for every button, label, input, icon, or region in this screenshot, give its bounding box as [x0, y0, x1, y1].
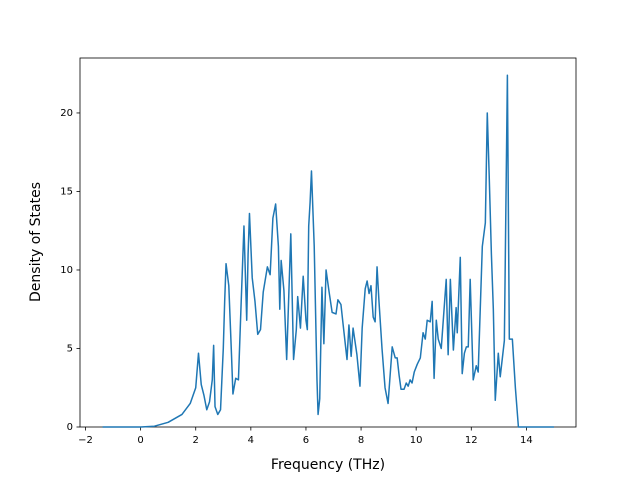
x-tick-label: −2: [78, 435, 93, 446]
y-tick-label: 5: [67, 343, 73, 354]
y-tick-label: 0: [67, 422, 73, 433]
x-tick-label: 6: [303, 435, 309, 446]
x-tick-label: 2: [193, 435, 199, 446]
x-tick-label: 10: [410, 435, 423, 446]
x-tick-label: 14: [520, 435, 533, 446]
x-tick-label: 8: [358, 435, 364, 446]
y-tick-label: 10: [60, 265, 73, 276]
plot-frame: [79, 57, 577, 428]
x-tick-label: 0: [137, 435, 143, 446]
dos-line: [102, 74, 554, 428]
y-tick-label: 20: [60, 108, 73, 119]
x-axis-label: Frequency (THz): [271, 457, 385, 473]
x-tick-label: 4: [248, 435, 254, 446]
y-tick-label: 15: [60, 186, 73, 197]
x-tick-label: 12: [465, 435, 478, 446]
y-axis-label: Density of States: [28, 182, 44, 302]
